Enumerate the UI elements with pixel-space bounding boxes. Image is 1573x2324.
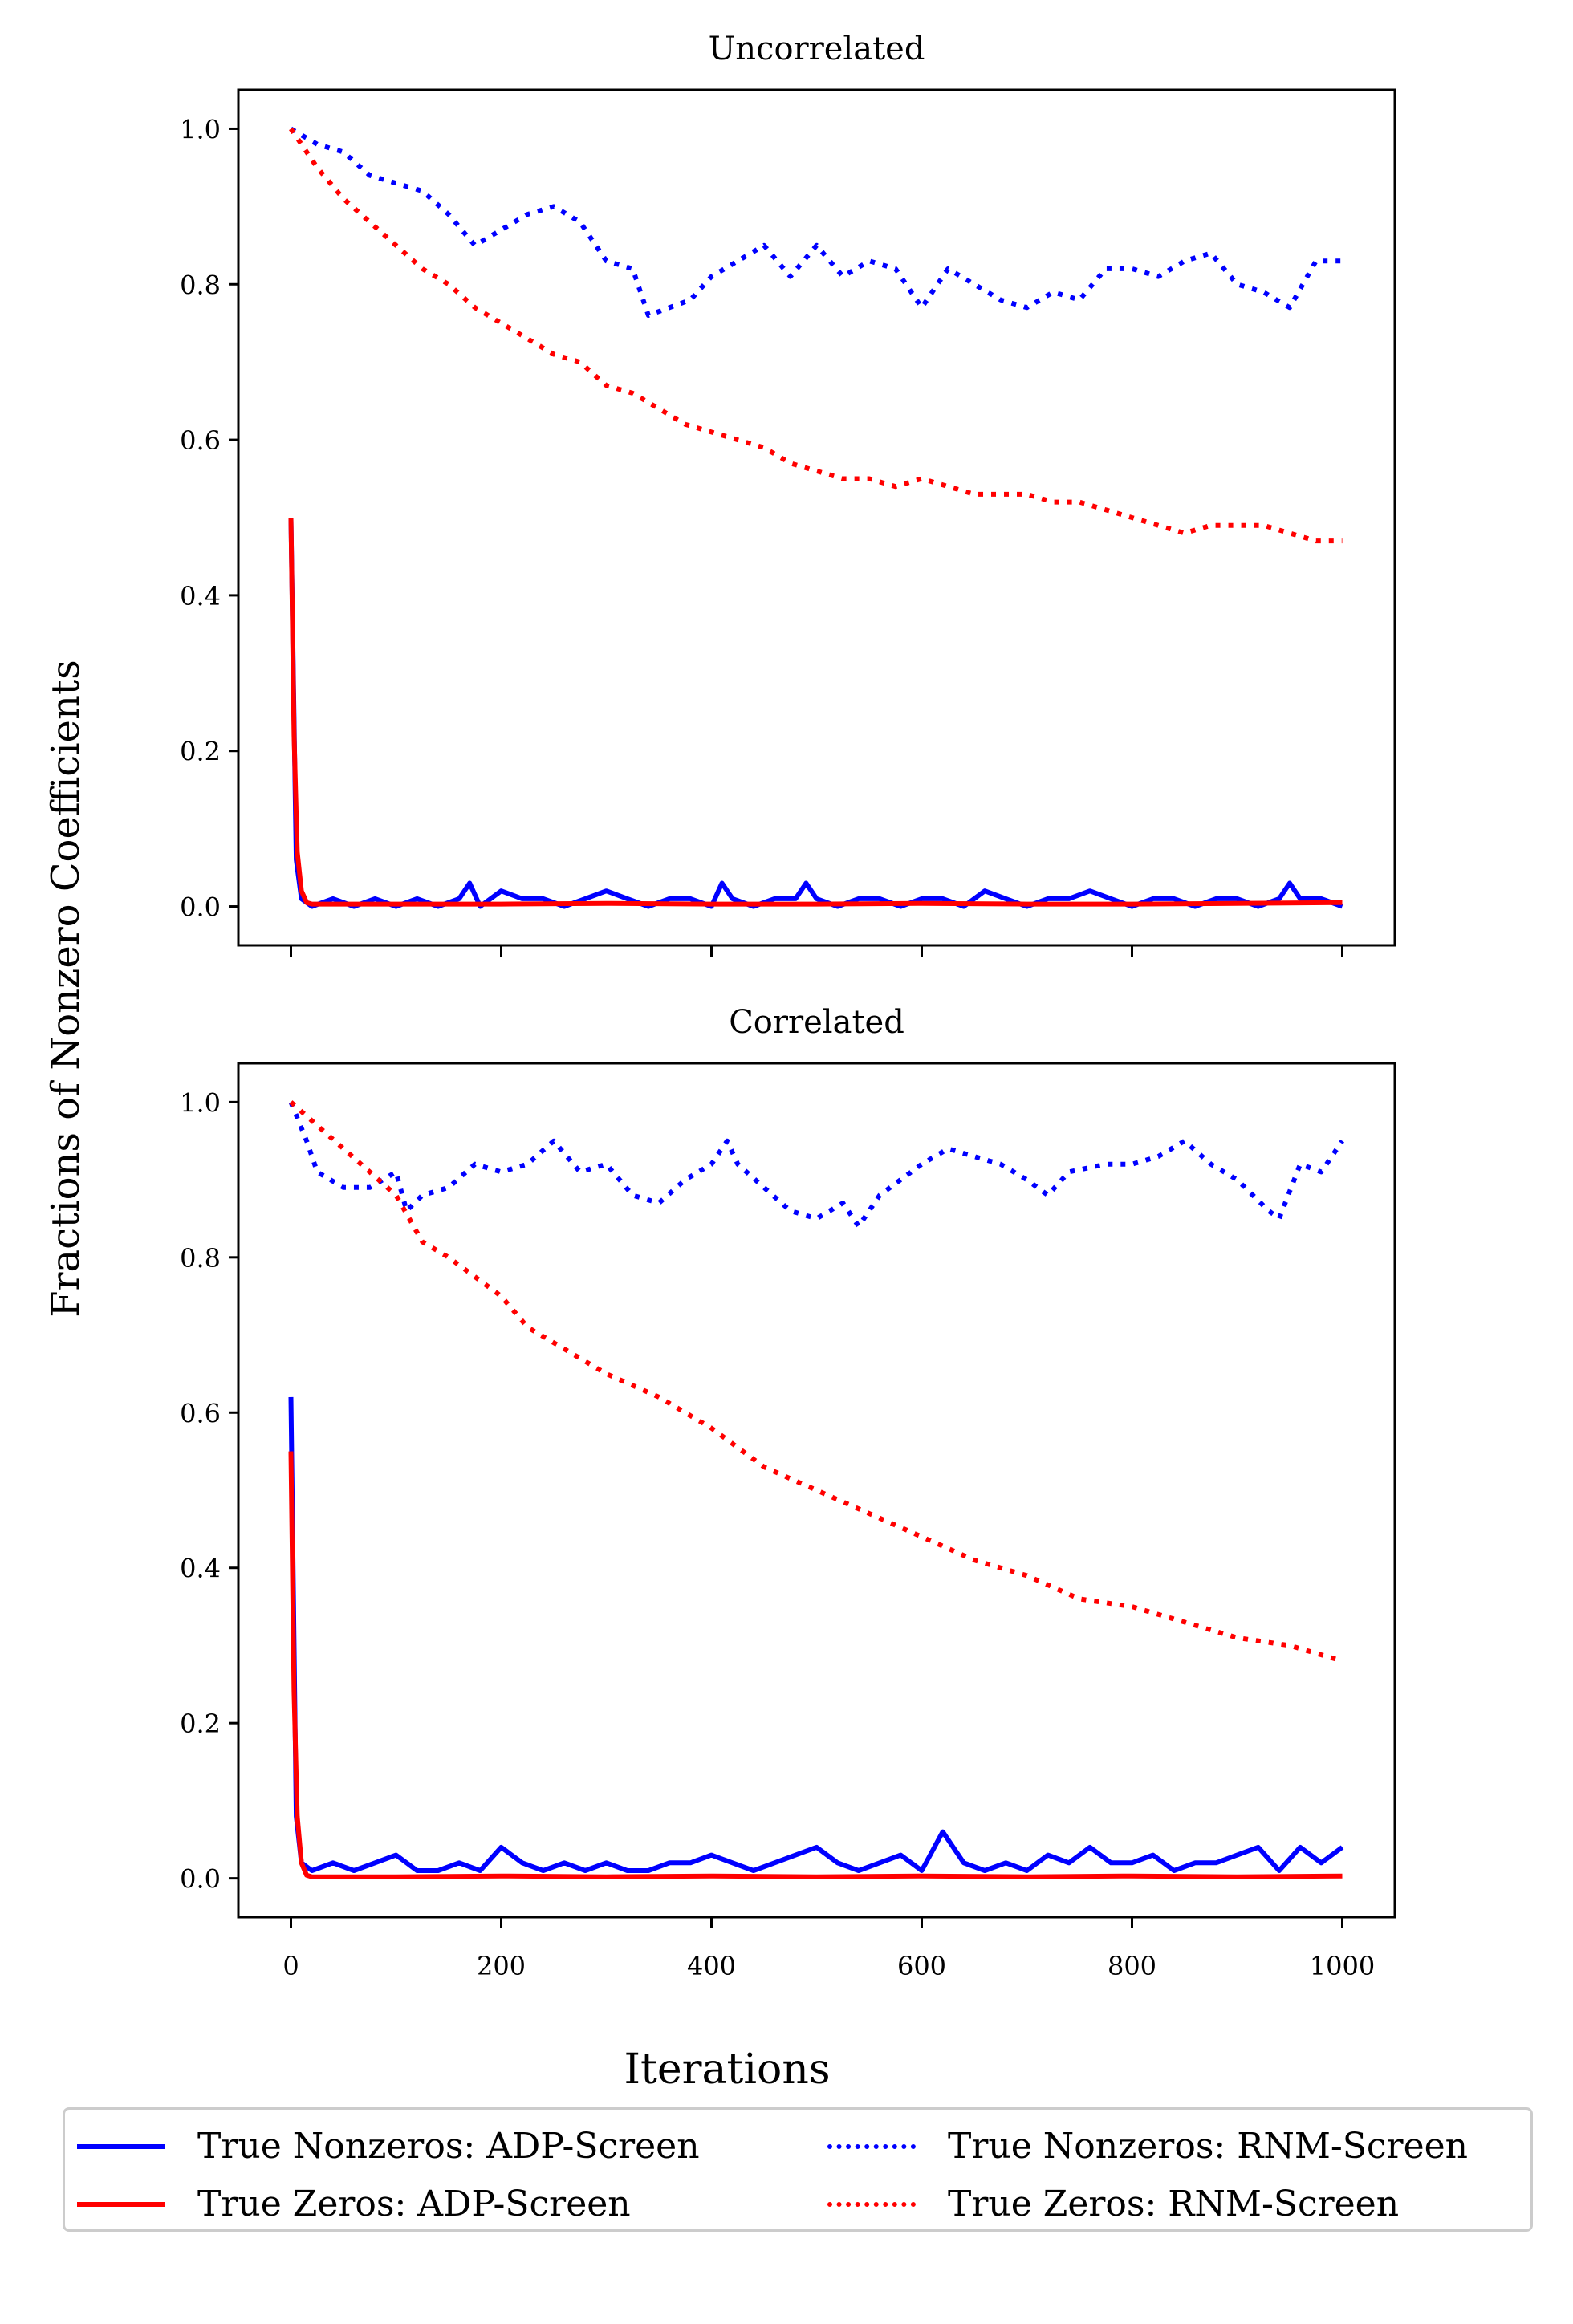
series-line-true-zeros-adp-screen <box>288 1451 1343 1879</box>
y-tick-label: 0.2 <box>180 737 221 767</box>
legend-item-rnm-nonzeros: True Nonzeros: RNM-Screen <box>827 2126 1468 2167</box>
series-line-true-zeros-adp-screen <box>288 517 1343 907</box>
legend-item-adp-zeros: True Zeros: ADP-Screen <box>77 2184 631 2224</box>
x-tick-label: 600 <box>897 1951 946 1981</box>
x-tick-label: 1000 <box>1310 1951 1375 1981</box>
series-line-true-nonzeros-adp-screen <box>288 517 1343 909</box>
legend-swatch <box>827 2143 916 2149</box>
y-axis-label: Fractions of Nonzero Coefficients <box>43 660 88 1318</box>
y-tick-label: 0.0 <box>180 892 221 923</box>
y-tick-label: 1.0 <box>180 1087 221 1118</box>
legend-swatch <box>77 2143 165 2149</box>
legend-label: True Nonzeros: RNM-Screen <box>948 2126 1468 2167</box>
x-tick-label: 400 <box>687 1951 736 1981</box>
y-tick-label: 0.0 <box>180 1864 221 1895</box>
y-tick-label: 0.6 <box>180 425 221 456</box>
series-line-true-nonzeros-adp-screen <box>288 1396 1344 1873</box>
x-tick-label: 800 <box>1108 1951 1156 1981</box>
legend-label: True Zeros: RNM-Screen <box>948 2184 1400 2224</box>
axes-title: Uncorrelated <box>709 30 925 67</box>
axes-correlated: Correlated 0.0 0.2 0.4 0.6 0.8 1.0 0 200 400 600 80… <box>180 1004 1396 1981</box>
axes-title: Correlated <box>729 1004 904 1041</box>
legend-item-adp-nonzeros: True Nonzeros: ADP-Screen <box>77 2126 700 2167</box>
y-tick-label: 0.2 <box>180 1708 221 1739</box>
legend-swatch <box>827 2201 916 2207</box>
y-tick-label: 0.6 <box>180 1398 221 1428</box>
legend-label: True Nonzeros: ADP-Screen <box>197 2126 700 2167</box>
series-line-true-zeros-rnm-screen <box>289 127 1343 544</box>
y-tick-label: 0.4 <box>180 581 221 611</box>
y-tick-label: 1.0 <box>180 114 221 144</box>
y-tick-label: 0.8 <box>180 270 221 300</box>
x-tick-label: 200 <box>477 1951 526 1981</box>
y-tick-label: 0.4 <box>180 1554 221 1584</box>
series-line-true-zeros-rnm-screen <box>289 1100 1343 1664</box>
legend-swatch <box>77 2201 165 2207</box>
legend: True Nonzeros: ADP-Screen True Zeros: AD… <box>63 2107 1533 2232</box>
y-tick-label: 0.8 <box>180 1243 221 1274</box>
series-line-true-nonzeros-rnm-screen <box>288 1101 1344 1229</box>
series-line-true-nonzeros-rnm-screen <box>289 126 1343 318</box>
legend-label: True Zeros: ADP-Screen <box>197 2184 631 2224</box>
x-axis-label: Iterations <box>624 2046 830 2094</box>
x-tick-label: 0 <box>282 1951 299 1981</box>
legend-item-rnm-zeros: True Zeros: RNM-Screen <box>827 2184 1399 2224</box>
axes-frame <box>237 1062 1396 1919</box>
axes-uncorrelated: Uncorrelated 0.0 0.2 0.4 0.6 0.8 1.0 <box>180 30 1396 957</box>
axes-frame <box>237 88 1396 947</box>
